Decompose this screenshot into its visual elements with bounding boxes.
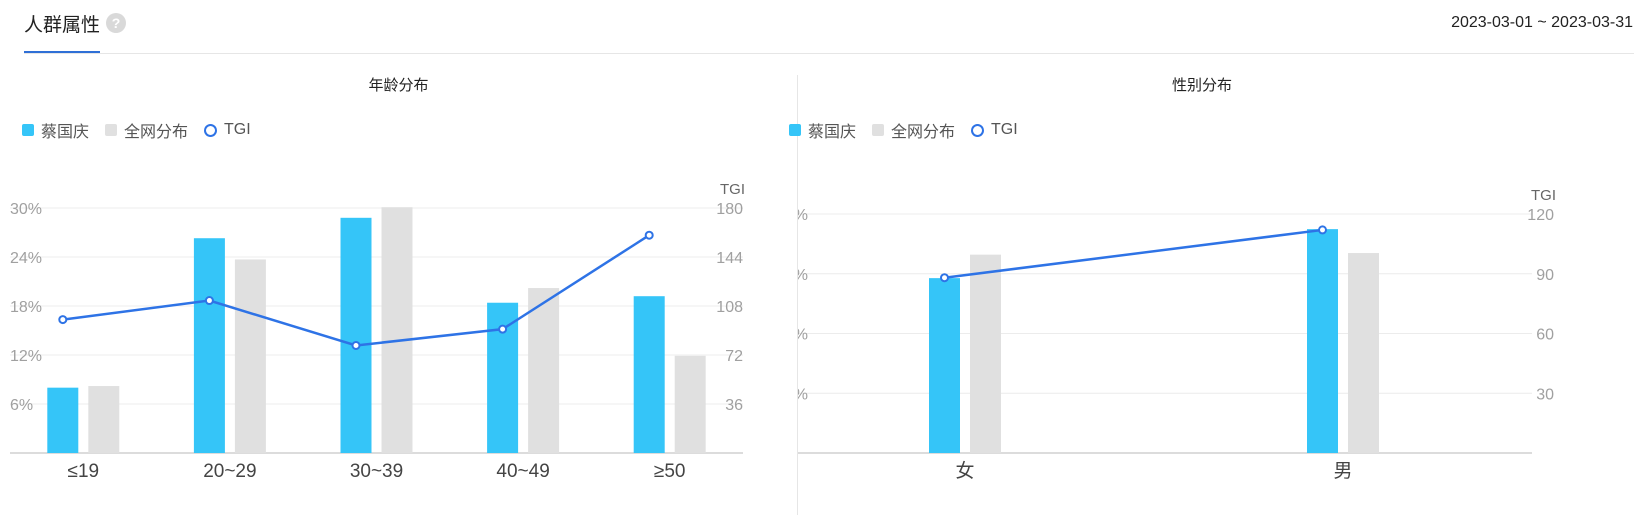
- x-tick-label: 20~29: [203, 461, 256, 482]
- section-header: 人群属性 ? 2023-03-01 ~ 2023-03-31: [0, 0, 1645, 56]
- legend-swatch-primary: [22, 124, 34, 136]
- y-right-tick-label: 36: [725, 397, 743, 414]
- legend-label-secondary: 全网分布: [124, 124, 189, 141]
- y-left-tick-label: 24%: [10, 250, 42, 267]
- bar-primary: [47, 387, 79, 453]
- y-left-tick-label: 45%: [798, 267, 808, 284]
- legend-label-tgi: TGI: [224, 121, 251, 138]
- date-range[interactable]: 2023-03-01 ~ 2023-03-31: [1451, 14, 1633, 31]
- y-right-tick-label: 120: [1527, 207, 1554, 224]
- y-left-tick-label: 18%: [10, 299, 42, 316]
- y-right-tick-label: 60: [1536, 327, 1554, 344]
- legend-item-tgi[interactable]: TGI: [971, 121, 1018, 139]
- bar-secondary: [234, 259, 266, 453]
- legend-item-tgi[interactable]: TGI: [204, 121, 251, 139]
- legend-item-secondary[interactable]: 全网分布: [105, 118, 188, 142]
- y-left-tick-label: 30%: [798, 327, 808, 344]
- bar-secondary: [528, 288, 560, 453]
- x-tick-label: 30~39: [350, 461, 403, 482]
- bar-primary: [633, 296, 665, 453]
- y-right-axis-title: TGI: [1531, 187, 1556, 204]
- age-chart-svg: 30% 24% 18% 12% 6% 180 144 108 72 36 TGI ≤19 20~29 30…: [10, 181, 745, 482]
- gender-distribution-panel: 性别分布 蔡国庆 全网分布 TGI 60% 45% 30% 15% 120 90 60 30 T…: [789, 56, 1645, 525]
- tgi-point: [351, 340, 361, 350]
- bar-secondary: [1348, 253, 1379, 453]
- legend-swatch-primary: [789, 124, 801, 136]
- legend-item-primary[interactable]: 蔡国庆: [789, 118, 856, 142]
- bar-secondary: [674, 355, 706, 453]
- age-legend: 蔡国庆 全网分布 TGI: [22, 118, 267, 142]
- bar-secondary: [88, 386, 120, 453]
- tgi-line: [944, 228, 1323, 279]
- tgi-point: [644, 230, 654, 240]
- header-divider: [24, 53, 1634, 54]
- bar-primary: [1307, 229, 1338, 453]
- tgi-point: [204, 296, 214, 306]
- y-right-tick-label: 90: [1536, 267, 1554, 284]
- bar-primary: [929, 278, 960, 453]
- active-tab-underline: [24, 51, 100, 53]
- age-chart-title: 年龄分布: [368, 77, 429, 94]
- y-right-axis-title: TGI: [720, 181, 745, 198]
- y-right-tick-label: 72: [725, 348, 743, 365]
- panel-divider: [797, 75, 798, 515]
- x-tick-label: 女: [955, 460, 974, 482]
- legend-label-tgi: TGI: [991, 121, 1018, 138]
- question-icon[interactable]: ?: [106, 13, 126, 33]
- x-tick-label: ≥50: [654, 461, 686, 482]
- y-right-tick-label: 144: [716, 250, 743, 267]
- y-left-tick-label: 60%: [798, 207, 808, 224]
- y-left-tick-label: 30%: [10, 201, 42, 218]
- bar-primary: [193, 238, 225, 453]
- tgi-point: [940, 273, 949, 283]
- legend-item-primary[interactable]: 蔡国庆: [22, 118, 89, 142]
- tgi-point: [58, 315, 68, 325]
- tgi-point: [1318, 225, 1327, 235]
- x-tick-label: 40~49: [496, 461, 549, 482]
- legend-item-secondary[interactable]: 全网分布: [872, 118, 955, 142]
- y-left-tick-label: 6%: [10, 397, 33, 414]
- legend-label-primary: 蔡国庆: [41, 124, 90, 141]
- bar-secondary: [381, 207, 413, 453]
- bar-secondary: [970, 254, 1001, 453]
- legend-ring-tgi: [971, 123, 985, 137]
- page-title: 人群属性: [24, 15, 101, 36]
- y-left-tick-label: 15%: [798, 386, 808, 403]
- gender-legend: 蔡国庆 全网分布 TGI: [789, 118, 1034, 142]
- x-tick-label: ≤19: [68, 461, 100, 482]
- legend-swatch-secondary: [872, 124, 885, 136]
- age-distribution-panel: 年龄分布 蔡国庆 全网分布 TGI 30% 24% 18% 12% 6% 180 144 10…: [0, 56, 797, 525]
- legend-swatch-secondary: [105, 124, 118, 136]
- legend-ring-tgi: [204, 123, 218, 137]
- legend-label-secondary: 全网分布: [891, 124, 956, 141]
- gender-chart-svg: 60% 45% 30% 15% 120 90 60 30 TGI 女 男: [798, 187, 1556, 482]
- y-right-tick-label: 180: [716, 201, 743, 218]
- gender-chart-title: 性别分布: [1171, 77, 1232, 94]
- bar-primary: [340, 217, 372, 453]
- x-tick-label: 男: [1333, 461, 1352, 482]
- tgi-point: [498, 324, 508, 334]
- y-right-tick-label: 30: [1536, 386, 1554, 403]
- legend-label-primary: 蔡国庆: [808, 124, 857, 141]
- y-left-tick-label: 12%: [10, 348, 42, 365]
- y-right-tick-label: 108: [716, 299, 743, 316]
